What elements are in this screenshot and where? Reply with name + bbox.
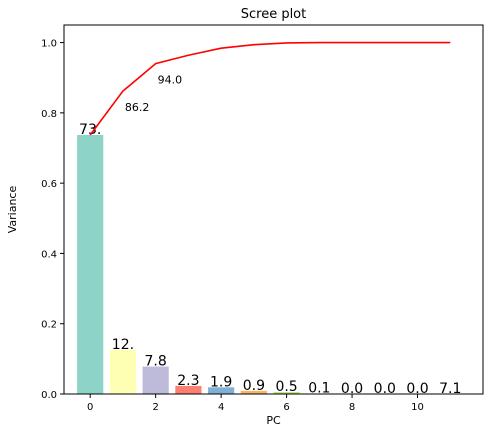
cumulative-annotation: 94.0 [158,74,183,87]
bar-value-label: 0.9 [243,378,265,394]
bar-value-label: 7.1 [439,381,461,397]
y-tick-label: 0.2 [41,320,57,331]
bar-pc-1 [109,350,137,394]
bar-pc-6 [273,392,300,394]
cumulative-labels-group: 86.2 94.0 [125,74,182,114]
bar-labels-group: 73. 12. 7.8 2.3 1.9 0.9 0.5 0.1 0.0 0.0 0.0 7.1 [79,122,461,397]
y-axis-label: Variance [6,186,19,234]
bar-pc-4 [208,387,235,394]
bar-value-label: 0.1 [308,381,330,397]
bar-pc-3 [175,385,202,394]
cumulative-line-group [89,41,451,136]
plot-frame [63,24,484,395]
bar-value-label: 1.9 [210,374,232,390]
x-tick-label: 0 [87,402,93,413]
bar-value-label: 73. [79,122,101,138]
y-tick-label: 0.8 [41,109,57,120]
x-tick-label: 8 [349,402,355,413]
y-tick-label: 0.6 [41,179,57,190]
chart-title: Scree plot [241,7,307,22]
bar-value-label: 7.8 [145,354,167,370]
x-axis-ticks: 0 2 4 6 8 10 [87,394,424,413]
y-tick-label: 1.0 [41,39,57,50]
x-tick-label: 6 [283,402,289,413]
bars-group [77,134,431,395]
bar-pc-2 [142,366,169,394]
bar-pc-5 [240,390,267,394]
y-tick-label: 0.0 [41,390,57,401]
y-axis-ticks: 0.0 0.2 0.4 0.6 0.8 1.0 [41,39,64,401]
bar-value-label: 12. [112,337,134,353]
cumulative-variance-line [89,41,451,136]
cumulative-annotation: 86.2 [125,101,150,114]
bar-value-label: 0.5 [275,379,297,395]
bar-value-label: 0.0 [406,381,428,397]
bar-value-label: 0.0 [341,381,363,397]
bar-pc-0 [77,134,104,395]
y-tick-label: 0.4 [41,249,57,260]
bar-value-label: 0.0 [374,381,396,397]
x-tick-label: 2 [152,402,158,413]
x-tick-label: 4 [218,402,224,413]
x-tick-label: 10 [411,402,424,413]
x-axis-label: PC [266,414,281,427]
bar-value-label: 2.3 [177,373,199,389]
